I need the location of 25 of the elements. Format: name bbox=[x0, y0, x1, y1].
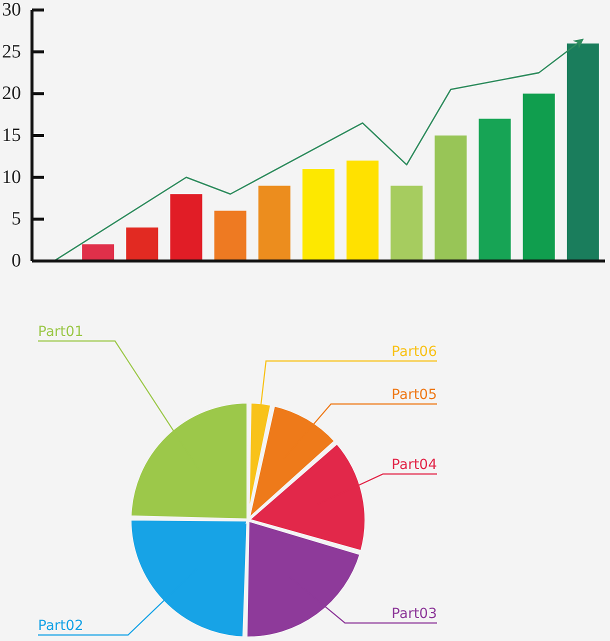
bar bbox=[434, 136, 467, 261]
bar bbox=[566, 43, 599, 261]
bar bbox=[258, 186, 290, 261]
bar bbox=[214, 210, 246, 261]
bar bbox=[478, 118, 511, 261]
y-tick-label: 5 bbox=[12, 208, 21, 230]
y-tick-label: 20 bbox=[2, 83, 21, 104]
slice-label: Part03 bbox=[392, 606, 437, 622]
bar bbox=[170, 194, 202, 261]
y-tick-label: 25 bbox=[2, 41, 21, 62]
slice-label: Part01 bbox=[38, 324, 84, 340]
bar bbox=[390, 186, 423, 261]
bar bbox=[346, 160, 379, 261]
y-tick-label: 15 bbox=[2, 125, 21, 146]
slice-label: Part02 bbox=[38, 618, 84, 634]
y-tick-label: 0 bbox=[12, 250, 21, 272]
y-tick-label: 30 bbox=[2, 0, 21, 20]
slice-label: Part05 bbox=[392, 387, 437, 403]
bar bbox=[302, 168, 334, 261]
y-tick-label: 10 bbox=[2, 166, 21, 188]
slice-label: Part04 bbox=[392, 457, 438, 473]
bar bbox=[82, 244, 114, 261]
bar bbox=[522, 94, 555, 261]
bar bbox=[126, 228, 158, 261]
slice-label: Part06 bbox=[392, 344, 438, 360]
